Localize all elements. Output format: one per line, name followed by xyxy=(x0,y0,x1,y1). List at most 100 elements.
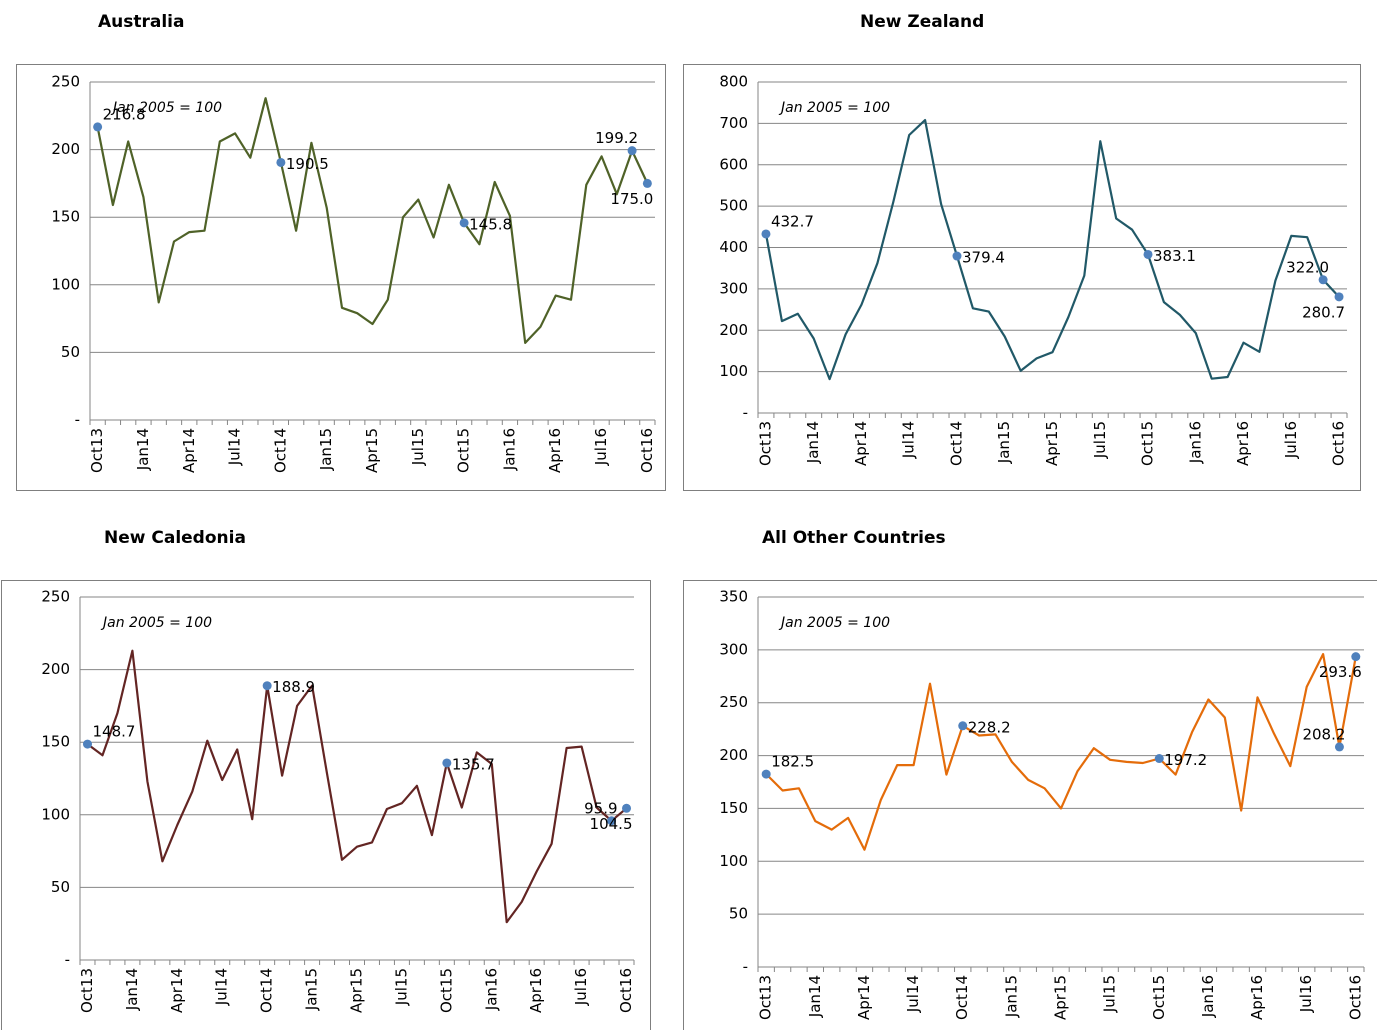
data-line xyxy=(765,653,1357,851)
x-tick-label: Jul15 xyxy=(1101,975,1119,1013)
x-tick-label: Jan16 xyxy=(500,428,518,471)
x-tick-label: Jan14 xyxy=(134,428,152,471)
data-label: 104.5 xyxy=(590,815,633,833)
data-marker xyxy=(1154,754,1164,764)
x-tick-label: Oct15 xyxy=(1139,421,1157,466)
x-tick-label: Apr16 xyxy=(546,428,564,473)
data-label: 188.9 xyxy=(272,678,315,696)
x-tick-label: Oct13 xyxy=(88,428,106,473)
data-label: 135.7 xyxy=(452,755,495,773)
x-tick-label: Apr15 xyxy=(1043,421,1061,466)
y-tick-label: 200 xyxy=(51,140,80,158)
x-tick-label: Jan15 xyxy=(995,421,1013,464)
x-tick-label: Jul16 xyxy=(592,428,610,466)
data-line xyxy=(86,649,628,924)
x-tick-label: Jan16 xyxy=(1186,421,1204,464)
data-marker xyxy=(761,769,771,779)
data-marker xyxy=(82,739,92,749)
data-label: 182.5 xyxy=(771,753,814,771)
x-tick-label: Jan16 xyxy=(482,968,500,1011)
y-tick-label: 150 xyxy=(51,208,80,226)
x-tick-label: Apr14 xyxy=(180,428,198,473)
data-label: 383.1 xyxy=(1153,247,1196,265)
annotation: Jan 2005 = 100 xyxy=(778,100,890,116)
y-tick-label: 300 xyxy=(719,279,748,297)
x-tick-label: Oct16 xyxy=(638,428,656,473)
y-tick-label: 100 xyxy=(41,805,70,823)
annotation: Jan 2005 = 100 xyxy=(778,615,890,631)
y-tick-label: 250 xyxy=(41,588,70,606)
x-tick-label: Apr14 xyxy=(855,975,873,1020)
x-tick-label: Oct13 xyxy=(757,975,775,1020)
x-tick-label: Oct15 xyxy=(1150,975,1168,1020)
y-tick-label: - xyxy=(743,958,748,976)
y-tick-label: 250 xyxy=(719,693,748,711)
data-label: 280.7 xyxy=(1302,303,1345,321)
x-tick-label: Jul14 xyxy=(213,968,231,1006)
annotation: Jan 2005 = 100 xyxy=(100,615,212,631)
data-label: 293.6 xyxy=(1319,663,1362,681)
data-marker xyxy=(952,251,962,261)
y-tick-label: 50 xyxy=(729,905,748,923)
x-tick-label: Jul14 xyxy=(226,428,244,466)
x-tick-label: Jul15 xyxy=(409,428,427,466)
data-label: 322.0 xyxy=(1286,258,1329,276)
x-tick-label: Oct15 xyxy=(455,428,473,473)
x-tick-label: Apr16 xyxy=(1234,421,1252,466)
chart-panel: Australia Jan 2005 = 100 - 50 100 150 200 250 Oc… xyxy=(16,12,666,491)
y-tick-label: 100 xyxy=(51,275,80,293)
x-tick-label: Jul16 xyxy=(1297,975,1315,1013)
x-tick-label: Apr15 xyxy=(363,428,381,473)
x-tick-label: Oct16 xyxy=(617,968,635,1013)
x-tick-label: Apr14 xyxy=(852,421,870,466)
chart-frame xyxy=(1,580,651,1030)
data-line xyxy=(96,97,649,344)
y-tick-label: 150 xyxy=(719,799,748,817)
data-marker xyxy=(442,758,452,768)
y-tick-label: 300 xyxy=(719,640,748,658)
data-marker xyxy=(262,681,272,691)
data-line xyxy=(764,119,1340,381)
x-tick-label: Oct16 xyxy=(1346,975,1364,1020)
x-tick-label: Jul16 xyxy=(572,968,590,1006)
chart-panel: New Caledonia Jan 2005 = 100 - 50 100 150 200 2… xyxy=(1,528,651,1030)
y-tick-label: 800 xyxy=(719,73,748,91)
x-tick-label: Oct13 xyxy=(78,968,96,1013)
x-tick-label: Jan14 xyxy=(123,968,141,1011)
y-tick-label: 100 xyxy=(719,852,748,870)
data-label: 197.2 xyxy=(1164,751,1207,769)
data-marker xyxy=(958,721,968,731)
y-tick-label: - xyxy=(65,951,70,969)
chart-title: New Caledonia xyxy=(104,528,246,548)
data-label: 228.2 xyxy=(968,718,1011,736)
x-tick-label: Jul14 xyxy=(904,975,922,1013)
x-tick-label: Jan15 xyxy=(1002,975,1020,1018)
chart-title: All Other Countries xyxy=(762,528,946,548)
y-tick-label: 150 xyxy=(41,733,70,751)
data-marker xyxy=(642,178,652,188)
x-tick-label: Oct14 xyxy=(953,975,971,1020)
chart-frame xyxy=(16,64,666,491)
y-tick-label: - xyxy=(743,404,748,422)
x-tick-label: Oct16 xyxy=(1330,421,1348,466)
data-label: 95.9 xyxy=(584,799,617,817)
data-marker xyxy=(1334,292,1344,302)
x-tick-label: Oct14 xyxy=(947,421,965,466)
data-label: 148.7 xyxy=(92,723,135,741)
y-tick-label: 350 xyxy=(719,588,748,606)
y-tick-label: - xyxy=(75,411,80,429)
data-label: 208.2 xyxy=(1302,725,1345,743)
y-tick-label: 200 xyxy=(719,746,748,764)
x-tick-label: Jan15 xyxy=(317,428,335,471)
y-tick-label: 100 xyxy=(719,362,748,380)
y-tick-label: 250 xyxy=(51,73,80,91)
data-label: 175.0 xyxy=(610,190,653,208)
x-tick-label: Apr16 xyxy=(1248,975,1266,1020)
data-marker xyxy=(1351,652,1361,662)
y-tick-label: 200 xyxy=(41,660,70,678)
data-marker xyxy=(622,803,632,813)
data-label: 145.8 xyxy=(469,215,512,233)
y-tick-label: 400 xyxy=(719,238,748,256)
